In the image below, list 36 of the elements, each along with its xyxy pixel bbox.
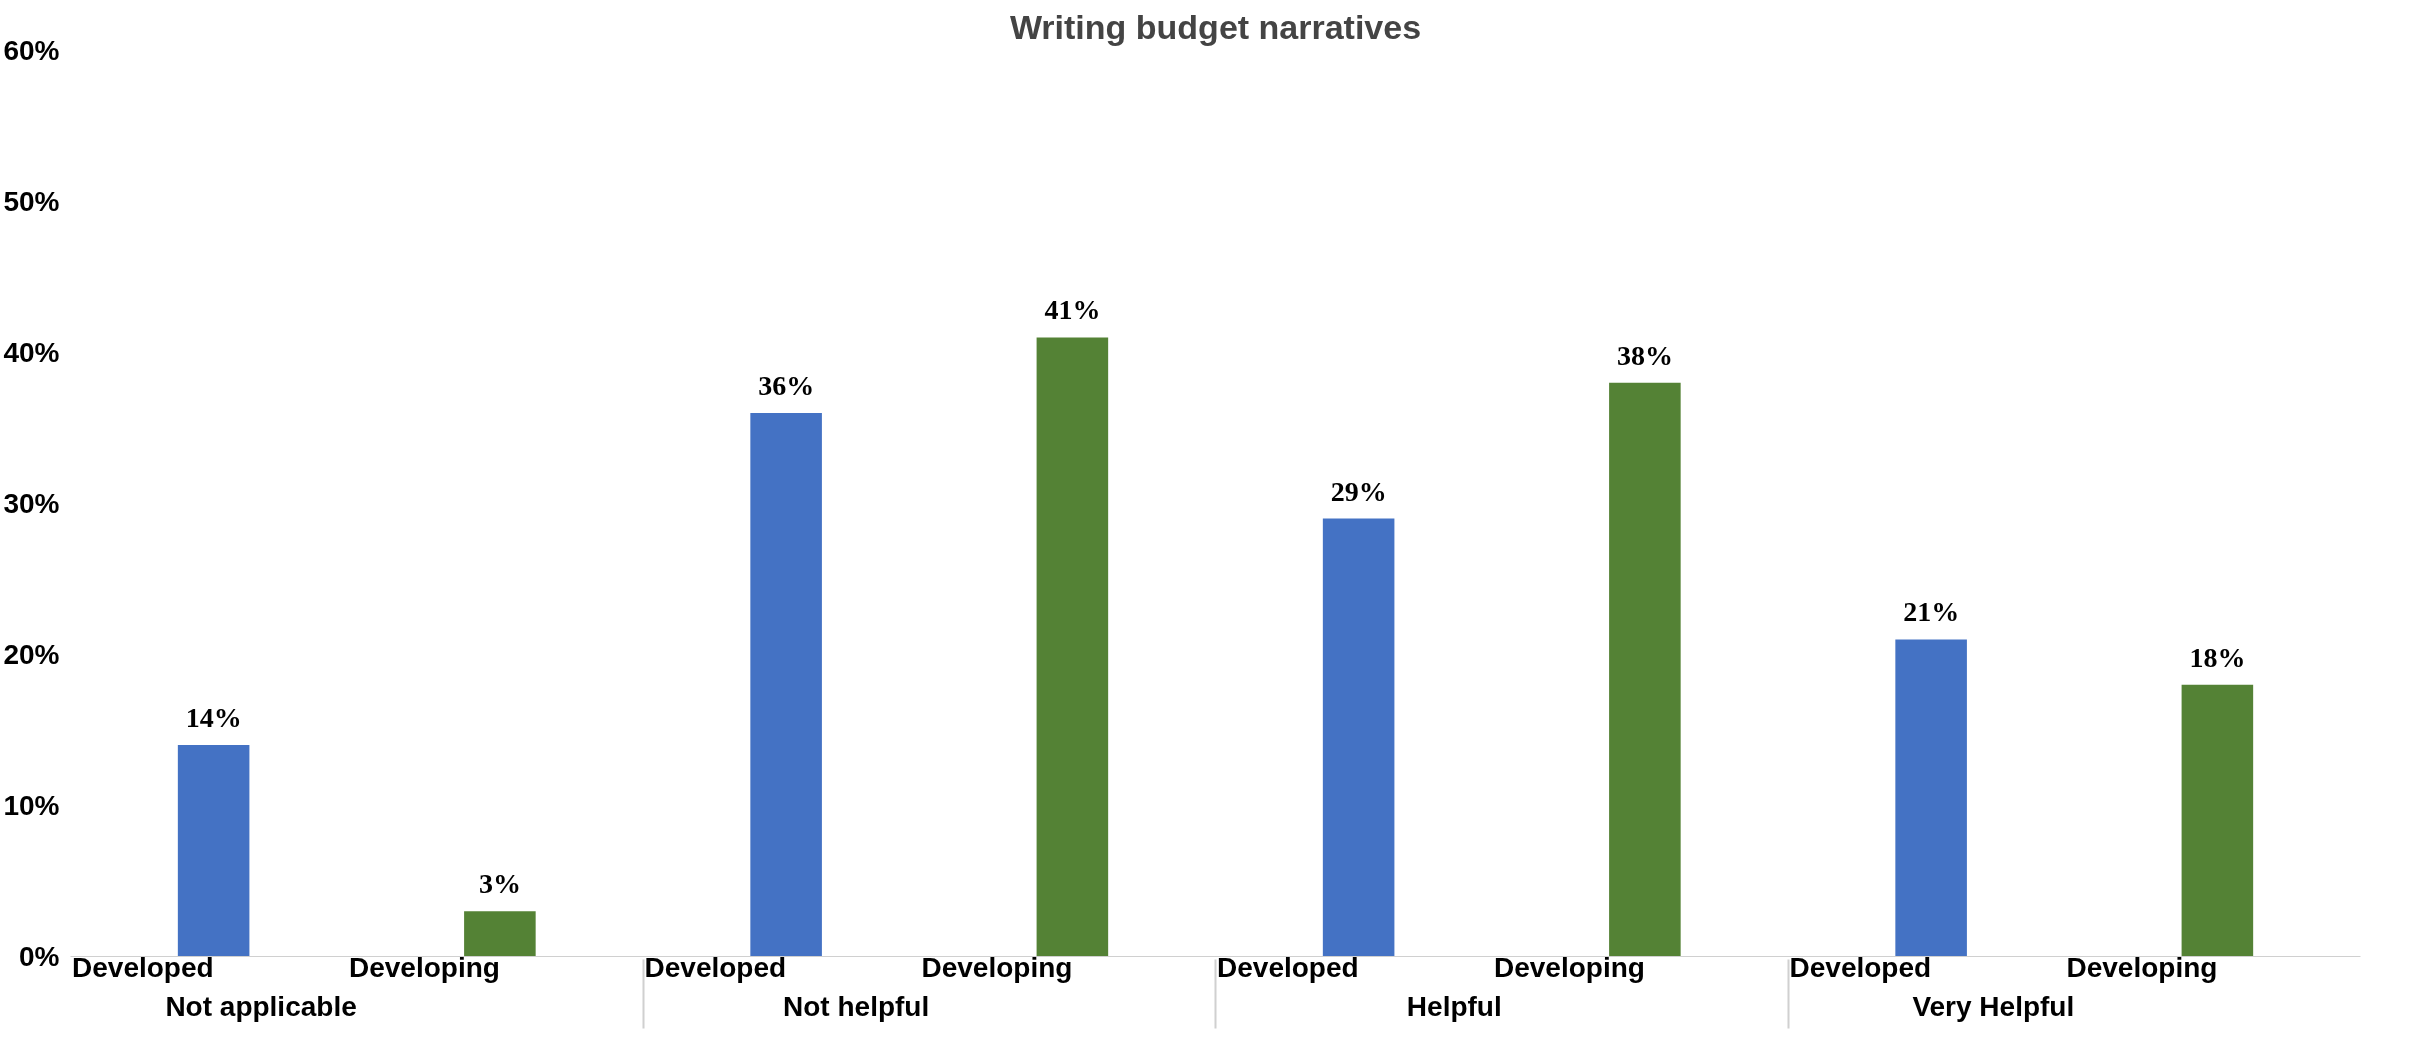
data-label: 21%: [1903, 596, 1960, 628]
text: Developing: [921, 952, 1073, 983]
text: Developed: [644, 952, 787, 983]
y-tick-label: 30%: [3, 488, 60, 519]
series-label: Developed: [72, 952, 214, 983]
y-tick-label: 60%: [3, 35, 60, 66]
y-tick-label: 0%: [19, 941, 60, 972]
bar: [177, 745, 250, 957]
x-tick-label: Not helpful: [783, 991, 930, 1022]
data-label: 41%: [1044, 294, 1101, 326]
y-tick-label: 40%: [3, 337, 60, 368]
bar: [1036, 337, 1109, 957]
bar: [1895, 639, 1967, 957]
chart-title: Writing budget narratives: [1009, 7, 1422, 46]
data-label: 3%: [478, 868, 521, 900]
y-tick-label: 10%: [3, 790, 60, 821]
bar: [464, 911, 536, 957]
x-tick-label: Not applicable: [165, 991, 357, 1022]
data-label: 38%: [1616, 339, 1673, 371]
bar: [750, 412, 822, 957]
bar: [1322, 518, 1395, 957]
text: Developing: [2066, 952, 2218, 983]
text: Developed: [1217, 952, 1359, 983]
bar: [1609, 382, 1681, 957]
y-tick-label: 50%: [3, 186, 60, 217]
series-label: Developing: [348, 952, 500, 983]
bar: [2181, 684, 2254, 957]
data-label: 36%: [758, 369, 815, 401]
x-tick-label: Very Helpful: [1912, 991, 2075, 1022]
text: Developed: [1789, 952, 1932, 983]
data-label: 14%: [185, 702, 242, 734]
x-tick-label: Helpful: [1406, 991, 1502, 1022]
data-label: 18%: [2189, 641, 2246, 673]
y-tick-label: 20%: [3, 639, 60, 670]
data-label: 29%: [1330, 475, 1387, 507]
text: Developing: [1493, 952, 1645, 983]
